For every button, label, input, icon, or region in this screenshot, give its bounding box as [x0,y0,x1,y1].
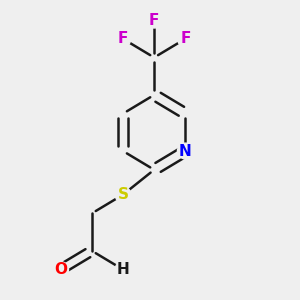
Circle shape [115,187,131,203]
Text: N: N [179,143,192,158]
Text: F: F [118,31,128,46]
Circle shape [177,31,193,47]
Circle shape [115,262,131,278]
Text: O: O [54,262,67,277]
Circle shape [146,12,162,28]
Circle shape [115,31,131,47]
Text: S: S [118,187,128,202]
Text: F: F [149,13,159,28]
Text: H: H [117,262,129,277]
Circle shape [53,262,68,278]
Text: F: F [180,31,190,46]
Circle shape [177,143,193,159]
